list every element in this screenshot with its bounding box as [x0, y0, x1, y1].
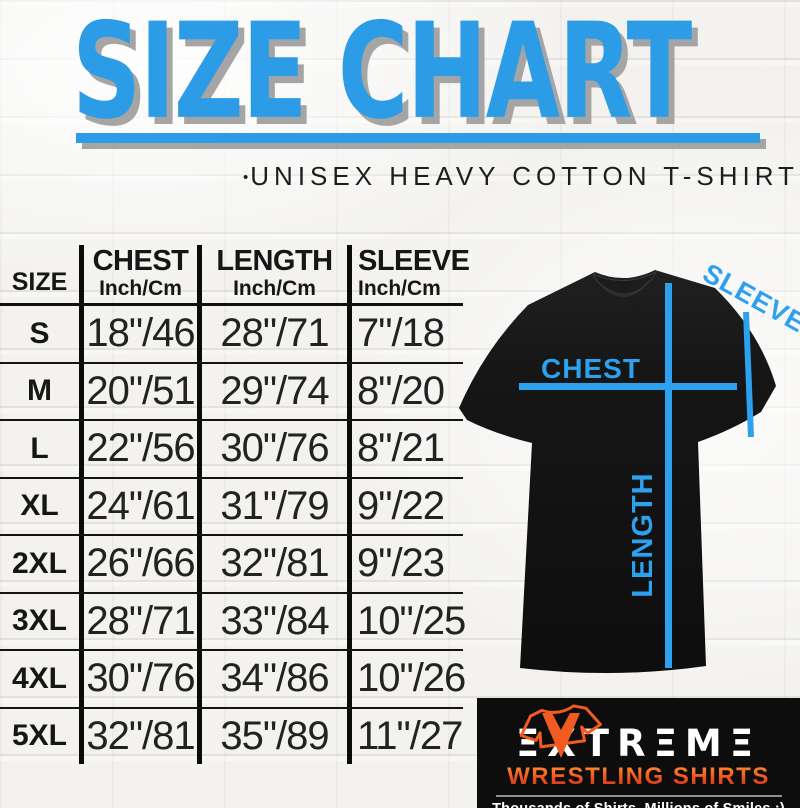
chest-cell: 18"/46 [79, 306, 197, 362]
header-size: SIZE [11, 268, 68, 296]
chest-label: CHEST [541, 353, 641, 384]
size-cell: 2XL [11, 546, 68, 580]
brand-subtitle: WRESTLING SHIRTS [477, 763, 800, 791]
subtitle: •UNISEX HEAVY COTTON T-SHIRT [243, 161, 799, 192]
length-line [665, 283, 672, 668]
brand-tagline: Thousands of Shirts. Millions of Smiles … [477, 801, 800, 808]
sleeve-cell: 8"/20 [347, 363, 463, 419]
table-row: 3XL 28"/71 33"/84 10"/25 [0, 591, 466, 649]
length-cell: 28"/71 [197, 306, 347, 362]
sleeve-cell: 9"/22 [347, 478, 463, 534]
brand-name: ΞXTRΞMΞ [515, 722, 762, 765]
header-length-label: LENGTH [216, 245, 333, 278]
size-cell: L [30, 431, 49, 465]
header-sleeve-label: SLEEVE [358, 245, 470, 278]
size-table-body: S 18"/46 28"/71 7"/18 M 20"/51 29"/74 8"… [0, 306, 466, 764]
table-row: 5XL 32"/81 35"/89 11"/27 [0, 706, 463, 764]
chest-cell: 22"/56 [79, 421, 197, 477]
length-cell: 34"/86 [197, 651, 347, 707]
length-cell: 35"/89 [197, 708, 347, 764]
length-label: LENGTH [627, 472, 659, 597]
length-cell: 33"/84 [197, 593, 347, 649]
tshirt-diagram: CHEST LENGTH SLEEVE [440, 252, 800, 712]
sleeve-cell: 10"/26 [347, 651, 466, 707]
logo-divider [495, 795, 782, 797]
table-row: 2XL 26"/66 32"/81 9"/23 [0, 534, 463, 592]
tshirt-illustration: CHEST LENGTH SLEEVE [459, 258, 800, 674]
table-row: 4XL 30"/76 34"/86 10"/26 [0, 649, 466, 707]
header-chest-unit: Inch/Cm [99, 276, 182, 300]
table-row: S 18"/46 28"/71 7"/18 [0, 306, 463, 362]
header-length-unit: Inch/Cm [233, 276, 316, 300]
size-cell: XL [20, 489, 59, 523]
collar-band [591, 270, 658, 295]
tshirt-silhouette [459, 270, 776, 674]
size-table-header: SIZE CHEST Inch/Cm LENGTH Inch/Cm SLEEVE… [0, 245, 470, 306]
brand-logo: ΞXTRΞMΞ WRESTLING SHIRTS Thousands of Sh… [477, 698, 800, 808]
collar-seam [598, 280, 650, 297]
size-cell: M [27, 374, 52, 408]
chest-cell: 24"/61 [79, 478, 197, 534]
sleeve-cell: 11"/27 [347, 708, 463, 764]
size-cell: 4XL [11, 661, 68, 695]
chest-cell: 32"/81 [79, 708, 197, 764]
subtitle-text: UNISEX HEAVY COTTON T-SHIRT [250, 161, 799, 191]
sleeve-cell: 8"/21 [347, 421, 463, 477]
title-underline-bar [76, 133, 760, 143]
chest-cell: 20"/51 [79, 363, 197, 419]
size-cell: S [29, 316, 50, 350]
sleeve-cell: 10"/25 [347, 593, 466, 649]
sleeve-cell: 9"/23 [347, 536, 463, 592]
size-table: SIZE CHEST Inch/Cm LENGTH Inch/Cm SLEEVE… [0, 245, 470, 764]
size-cell: 5XL [11, 719, 68, 753]
header-sleeve: SLEEVE Inch/Cm [347, 245, 470, 303]
table-row: M 20"/51 29"/74 8"/20 [0, 361, 463, 419]
length-cell: 31"/79 [197, 478, 347, 534]
table-row: L 22"/56 30"/76 8"/21 [0, 419, 463, 477]
header-length: LENGTH Inch/Cm [197, 245, 347, 303]
length-cell: 32"/81 [197, 536, 347, 592]
length-cell: 30"/76 [197, 421, 347, 477]
chest-line [519, 383, 737, 390]
header-sleeve-unit: Inch/Cm [358, 276, 441, 300]
bullet-icon: • [243, 169, 251, 186]
chest-cell: 26"/66 [79, 536, 197, 592]
length-cell: 29"/74 [197, 363, 347, 419]
sleeve-line [743, 311, 754, 438]
table-row: XL 24"/61 31"/79 9"/22 [0, 476, 463, 534]
chest-cell: 28"/71 [79, 593, 197, 649]
size-cell: 3XL [11, 604, 68, 638]
chest-cell: 30"/76 [79, 651, 197, 707]
header-chest-label: CHEST [92, 245, 189, 278]
page-title: SIZE CHART [72, 0, 692, 149]
header-chest: CHEST Inch/Cm [79, 245, 197, 303]
brand-lockup: ΞXTRΞMΞ [516, 698, 761, 762]
sleeve-cell: 7"/18 [347, 306, 463, 362]
